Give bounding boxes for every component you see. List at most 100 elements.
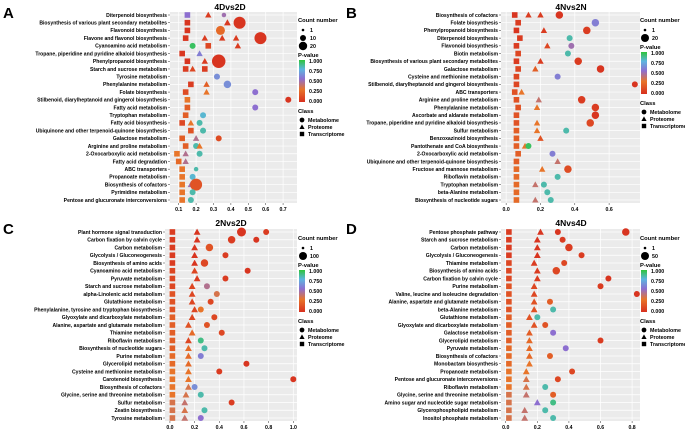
proteome-legend-marker — [641, 116, 647, 121]
proteome-point — [518, 88, 525, 95]
y-category-label: Stilbenoid, diarylheptanoid and gingerol… — [37, 98, 167, 104]
y-category-label: Phenylalanine metabolism — [434, 105, 498, 111]
transcriptome-point — [179, 135, 185, 142]
count-legend-title: Count number — [640, 18, 680, 24]
y-category-label: Riboflavin metabolism — [444, 175, 499, 181]
metabolome-point — [534, 314, 541, 321]
pvalue-legend-title: P-value — [298, 53, 319, 59]
metabolome-point — [578, 252, 585, 259]
proteome-point — [530, 306, 538, 313]
pvalue-legend-label: 0.250 — [651, 299, 664, 305]
y-category-label: Tyrosine metabolism — [116, 74, 167, 80]
metabolome-point — [252, 104, 259, 111]
proteome-point — [530, 259, 538, 266]
transcriptome-point — [513, 120, 520, 126]
transcriptome-point — [182, 112, 189, 119]
transcriptome-point — [182, 66, 189, 72]
metabolome-point — [577, 96, 586, 104]
proteome-point — [181, 399, 189, 406]
y-category-label: Cyanoamino acid metabolism — [90, 269, 162, 275]
metabolome-point — [200, 112, 207, 119]
transcriptome-point — [506, 360, 512, 367]
transcriptome-point — [515, 19, 521, 26]
transcriptome-point — [182, 89, 189, 95]
metabolome-point — [218, 329, 225, 336]
transcriptome-point — [169, 236, 176, 243]
count-legend-dot — [641, 252, 649, 260]
transcriptome-point — [188, 81, 194, 88]
proteome-point — [185, 344, 192, 351]
count-legend-label: 1 — [310, 246, 313, 252]
class-legend-label: Transcriptome — [308, 342, 345, 348]
metabolome-point — [236, 227, 246, 237]
metabolome-point — [622, 228, 630, 236]
metabolome-point — [244, 267, 251, 274]
y-category-label: Starch and sucrose metabolism — [421, 238, 498, 244]
metabolome-point — [559, 236, 566, 243]
proteome-point — [187, 119, 195, 126]
x-tick-label: 0.2 — [537, 207, 544, 213]
metabolome-point — [544, 189, 551, 196]
pvalue-legend-label: 1.000 — [651, 51, 664, 57]
proteome-point — [185, 375, 192, 382]
proteome-point — [185, 337, 192, 344]
class-legend-label: Transcriptome — [650, 342, 685, 348]
proteome-point — [224, 19, 231, 26]
proteome-point — [533, 275, 541, 282]
transcriptome-point — [169, 229, 176, 235]
class-legend-title: Class — [298, 109, 313, 115]
y-category-label: Tyrosine metabolism — [111, 416, 162, 422]
y-category-label: Inositol phosphate metabolism — [423, 416, 498, 422]
class-legend-label: Proteome — [650, 117, 674, 123]
y-category-label: Biosynthesis of cofactors — [436, 354, 498, 360]
x-tick-label: 0.0 — [502, 425, 509, 431]
metabolome-point — [263, 229, 270, 235]
y-category-label: Folate biosynthesis — [450, 21, 498, 27]
proteome-point — [191, 306, 199, 313]
y-category-label: Biosynthesis of nucleotide sugars — [79, 346, 162, 352]
y-category-label: Riboflavin metabolism — [444, 385, 499, 391]
proteome-point — [535, 96, 542, 103]
transcriptome-point — [513, 135, 520, 142]
transcriptome-point — [513, 81, 520, 88]
metabolome-point — [285, 96, 292, 103]
metabolome-point — [633, 291, 640, 297]
transcriptome-point — [506, 260, 512, 266]
transcriptome-legend-marker — [299, 131, 305, 137]
class-legend-title: Class — [640, 319, 655, 325]
transcriptome-point — [169, 291, 176, 297]
y-category-label: Tryptophan metabolism — [441, 182, 499, 188]
y-category-label: Carbon fixation by calvin cycle — [87, 238, 162, 244]
proteome-point — [522, 391, 530, 398]
y-category-label: Thiamine metabolism — [446, 261, 499, 267]
y-category-label: Pyruvate metabolism — [111, 276, 163, 282]
metabolome-point — [597, 337, 604, 344]
proteome-point — [196, 142, 203, 149]
y-category-label: ABC transporters — [456, 90, 499, 96]
y-category-label: Galactose metabolism — [444, 331, 499, 337]
proteome-point — [526, 360, 533, 367]
proteome-point — [191, 259, 199, 266]
y-category-label: Fatty acid degradation — [113, 159, 167, 165]
transcriptome-point — [506, 306, 512, 313]
y-category-label: Galactose metabolism — [444, 67, 499, 73]
transcriptome-point — [506, 229, 512, 235]
y-category-label: Biosynthesis of various plant secondary … — [39, 21, 167, 27]
y-category-label: Glutathione metabolism — [104, 300, 162, 306]
panel-title: 4Nvs2N — [555, 2, 586, 12]
metabolome-point — [546, 353, 553, 359]
y-category-label: Biosynthesis of amino acids — [429, 269, 498, 275]
proteome-point — [234, 42, 242, 49]
x-tick-label: 0.6 — [597, 425, 604, 431]
transcriptome-point — [513, 96, 520, 103]
count-legend-title: Count number — [298, 236, 338, 242]
metabolome-point — [596, 65, 605, 73]
y-category-label: Biosynthesis of cofactors — [436, 13, 498, 19]
metabolome-point — [550, 391, 557, 398]
transcriptome-point — [506, 244, 512, 251]
metabolome-point — [196, 119, 203, 126]
transcriptome-point — [184, 96, 191, 103]
metabolome-point — [597, 283, 604, 290]
transcriptome-point — [511, 12, 518, 18]
